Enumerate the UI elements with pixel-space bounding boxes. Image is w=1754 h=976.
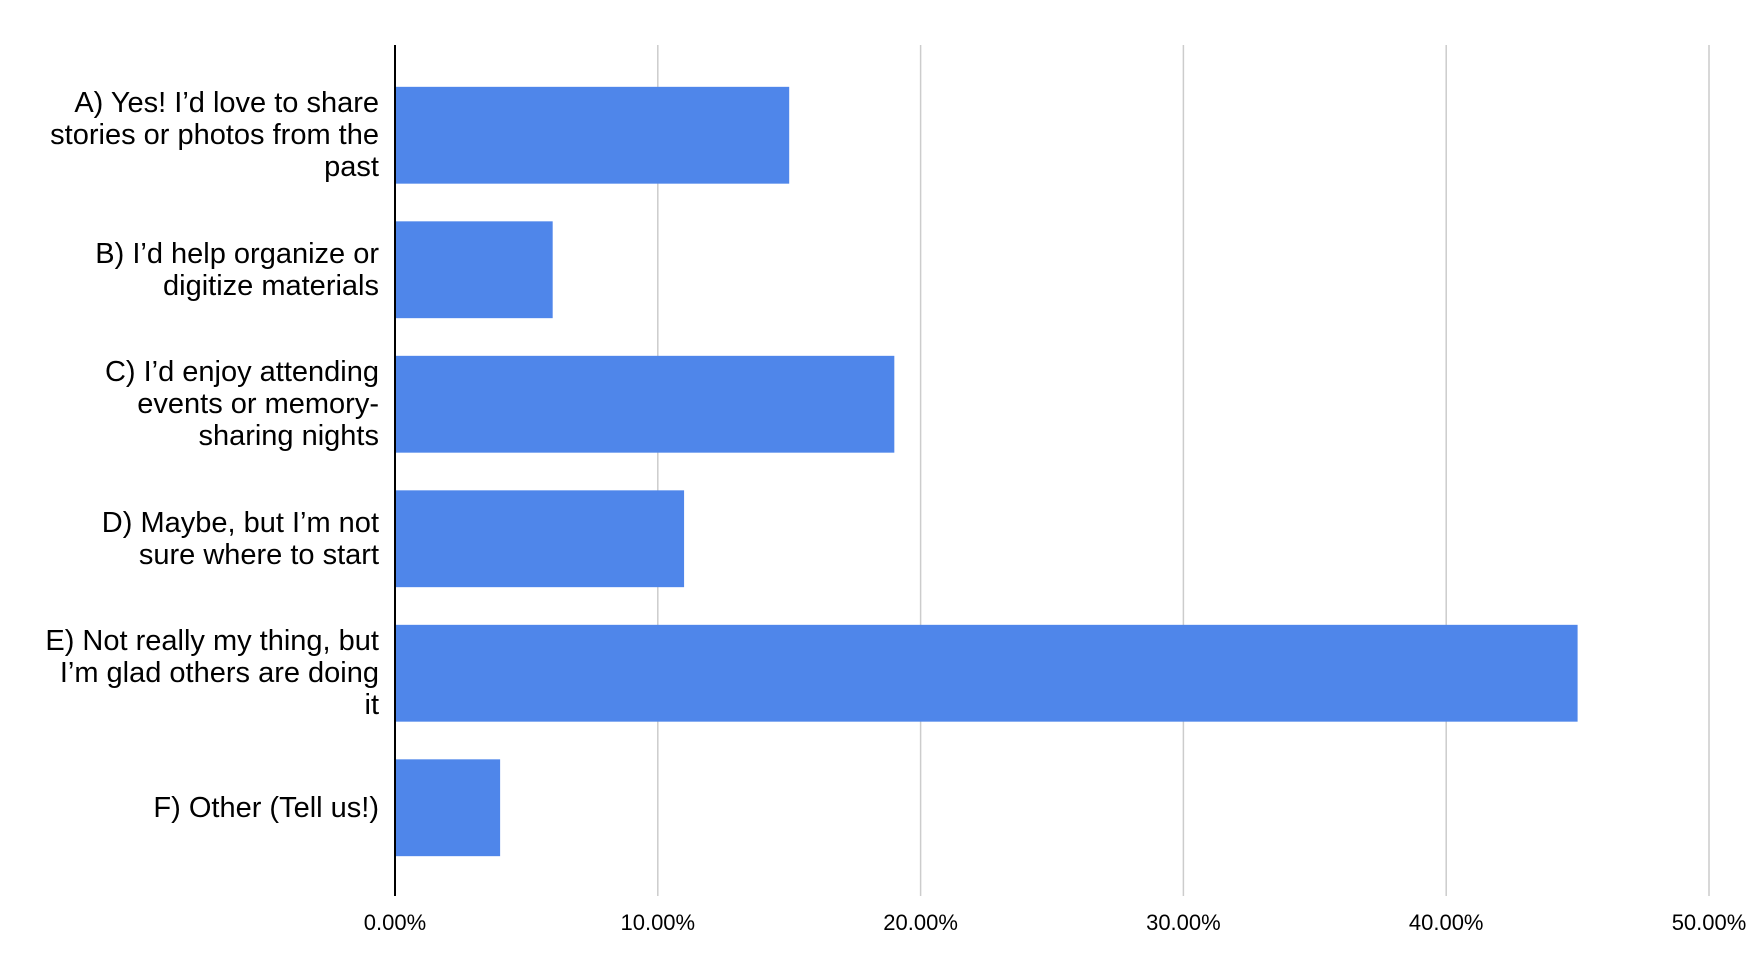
y-tick-label: A) Yes! I’d love to share stories or pho… [50,87,379,184]
bar [395,490,685,588]
x-tick-label: 50.00% [1672,910,1747,935]
bar [395,86,790,184]
x-tick-label: 20.00% [883,910,958,935]
bar [395,624,1578,722]
x-tick-label: 40.00% [1409,910,1484,935]
y-tick-label: E) Not really my thing, but I’m glad oth… [45,625,379,722]
y-tick-label: C) I’d enjoy attending events or memory-… [104,356,379,453]
y-tick-label: D) Maybe, but I’m not sure where to star… [101,506,379,571]
x-tick-label: 10.00% [620,910,695,935]
y-tick-label: F) Other (Tell us!) [153,791,379,824]
bar [395,221,553,319]
y-tick-label: B) I’d help organize or digitize materia… [95,237,379,302]
bar [395,759,501,857]
bar [395,355,895,453]
x-tick-label: 0.00% [364,910,426,935]
x-tick-label: 30.00% [1146,910,1221,935]
